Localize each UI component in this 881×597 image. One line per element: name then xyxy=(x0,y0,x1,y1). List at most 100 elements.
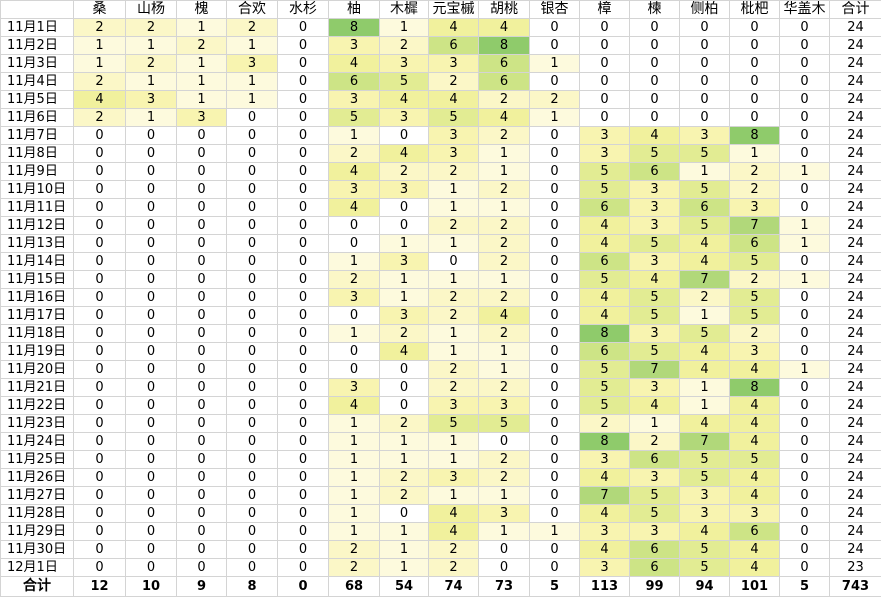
count-cell[interactable]: 5 xyxy=(630,145,680,163)
column-total-cell[interactable]: 0 xyxy=(278,577,329,597)
count-cell[interactable]: 0 xyxy=(227,163,278,181)
count-cell[interactable]: 1 xyxy=(530,55,580,73)
count-cell[interactable]: 1 xyxy=(530,523,580,541)
count-cell[interactable]: 4 xyxy=(580,469,630,487)
count-cell[interactable]: 6 xyxy=(630,451,680,469)
count-cell[interactable]: 1 xyxy=(680,163,730,181)
count-cell[interactable]: 4 xyxy=(730,487,780,505)
count-cell[interactable]: 4 xyxy=(580,235,630,253)
count-cell[interactable]: 7 xyxy=(580,487,630,505)
count-cell[interactable]: 4 xyxy=(680,235,730,253)
count-cell[interactable]: 0 xyxy=(530,19,580,37)
count-cell[interactable]: 3 xyxy=(429,127,479,145)
count-cell[interactable]: 5 xyxy=(680,559,730,577)
count-cell[interactable]: 0 xyxy=(126,505,177,523)
row-date-cell[interactable]: 11月4日 xyxy=(1,73,74,91)
count-cell[interactable]: 0 xyxy=(278,217,329,235)
row-total-cell[interactable]: 24 xyxy=(830,37,881,55)
row-total-cell[interactable]: 24 xyxy=(830,217,881,235)
row-total-cell[interactable]: 24 xyxy=(830,379,881,397)
row-date-cell[interactable]: 11月14日 xyxy=(1,253,74,271)
count-cell[interactable]: 2 xyxy=(479,253,530,271)
count-cell[interactable]: 5 xyxy=(730,289,780,307)
count-cell[interactable]: 0 xyxy=(380,217,429,235)
count-cell[interactable]: 4 xyxy=(630,397,680,415)
row-total-cell[interactable]: 24 xyxy=(830,19,881,37)
column-total-cell[interactable]: 113 xyxy=(580,577,630,597)
count-cell[interactable]: 3 xyxy=(680,487,730,505)
row-date-cell[interactable]: 11月11日 xyxy=(1,199,74,217)
count-cell[interactable]: 1 xyxy=(479,487,530,505)
count-cell[interactable]: 0 xyxy=(680,73,730,91)
count-cell[interactable]: 0 xyxy=(278,433,329,451)
corner-cell[interactable] xyxy=(1,1,74,19)
count-cell[interactable]: 4 xyxy=(329,199,380,217)
count-cell[interactable]: 3 xyxy=(680,505,730,523)
count-cell[interactable]: 0 xyxy=(278,271,329,289)
count-cell[interactable]: 0 xyxy=(780,379,830,397)
count-cell[interactable]: 0 xyxy=(227,271,278,289)
count-cell[interactable]: 4 xyxy=(479,19,530,37)
count-cell[interactable]: 0 xyxy=(530,235,580,253)
count-cell[interactable]: 0 xyxy=(780,19,830,37)
count-cell[interactable]: 0 xyxy=(74,379,126,397)
count-cell[interactable]: 0 xyxy=(126,541,177,559)
count-cell[interactable]: 4 xyxy=(329,397,380,415)
count-cell[interactable]: 1 xyxy=(680,307,730,325)
count-cell[interactable]: 1 xyxy=(380,235,429,253)
count-cell[interactable]: 0 xyxy=(278,19,329,37)
count-cell[interactable]: 4 xyxy=(730,433,780,451)
count-cell[interactable]: 6 xyxy=(580,253,630,271)
count-cell[interactable]: 6 xyxy=(479,73,530,91)
row-total-cell[interactable]: 24 xyxy=(830,91,881,109)
row-date-cell[interactable]: 11月30日 xyxy=(1,541,74,559)
count-cell[interactable]: 4 xyxy=(730,415,780,433)
row-total-cell[interactable]: 24 xyxy=(830,181,881,199)
count-cell[interactable]: 0 xyxy=(530,127,580,145)
count-cell[interactable]: 5 xyxy=(680,469,730,487)
count-cell[interactable]: 0 xyxy=(74,541,126,559)
count-cell[interactable]: 0 xyxy=(126,163,177,181)
count-cell[interactable]: 2 xyxy=(380,37,429,55)
count-cell[interactable]: 0 xyxy=(74,217,126,235)
count-cell[interactable]: 1 xyxy=(780,271,830,289)
count-cell[interactable]: 5 xyxy=(580,397,630,415)
count-cell[interactable]: 0 xyxy=(177,433,227,451)
count-cell[interactable]: 7 xyxy=(680,271,730,289)
count-cell[interactable]: 4 xyxy=(580,541,630,559)
count-cell[interactable]: 0 xyxy=(74,433,126,451)
count-cell[interactable]: 1 xyxy=(177,73,227,91)
count-cell[interactable]: 0 xyxy=(380,379,429,397)
row-date-cell[interactable]: 11月6日 xyxy=(1,109,74,127)
count-cell[interactable]: 0 xyxy=(780,397,830,415)
count-cell[interactable]: 0 xyxy=(278,181,329,199)
count-cell[interactable]: 8 xyxy=(730,127,780,145)
count-cell[interactable]: 0 xyxy=(530,163,580,181)
count-cell[interactable]: 0 xyxy=(730,55,780,73)
count-cell[interactable]: 0 xyxy=(177,163,227,181)
row-date-cell[interactable]: 11月7日 xyxy=(1,127,74,145)
count-cell[interactable]: 2 xyxy=(380,415,429,433)
row-date-cell[interactable]: 11月29日 xyxy=(1,523,74,541)
count-cell[interactable]: 0 xyxy=(278,397,329,415)
count-cell[interactable]: 1 xyxy=(329,415,380,433)
count-cell[interactable]: 0 xyxy=(278,379,329,397)
count-cell[interactable]: 5 xyxy=(680,181,730,199)
count-cell[interactable]: 0 xyxy=(530,397,580,415)
count-cell[interactable]: 4 xyxy=(329,163,380,181)
count-cell[interactable]: 0 xyxy=(227,109,278,127)
count-cell[interactable]: 0 xyxy=(630,37,680,55)
row-total-cell[interactable]: 24 xyxy=(830,307,881,325)
row-date-cell[interactable]: 11月27日 xyxy=(1,487,74,505)
count-cell[interactable]: 0 xyxy=(580,55,630,73)
count-cell[interactable]: 6 xyxy=(680,199,730,217)
count-cell[interactable]: 5 xyxy=(630,289,680,307)
column-total-cell[interactable]: 68 xyxy=(329,577,380,597)
count-cell[interactable]: 3 xyxy=(630,523,680,541)
count-cell[interactable]: 5 xyxy=(630,235,680,253)
count-cell[interactable]: 0 xyxy=(227,307,278,325)
row-date-cell[interactable]: 11月5日 xyxy=(1,91,74,109)
count-cell[interactable]: 1 xyxy=(380,19,429,37)
count-cell[interactable]: 6 xyxy=(730,523,780,541)
count-cell[interactable]: 0 xyxy=(530,307,580,325)
